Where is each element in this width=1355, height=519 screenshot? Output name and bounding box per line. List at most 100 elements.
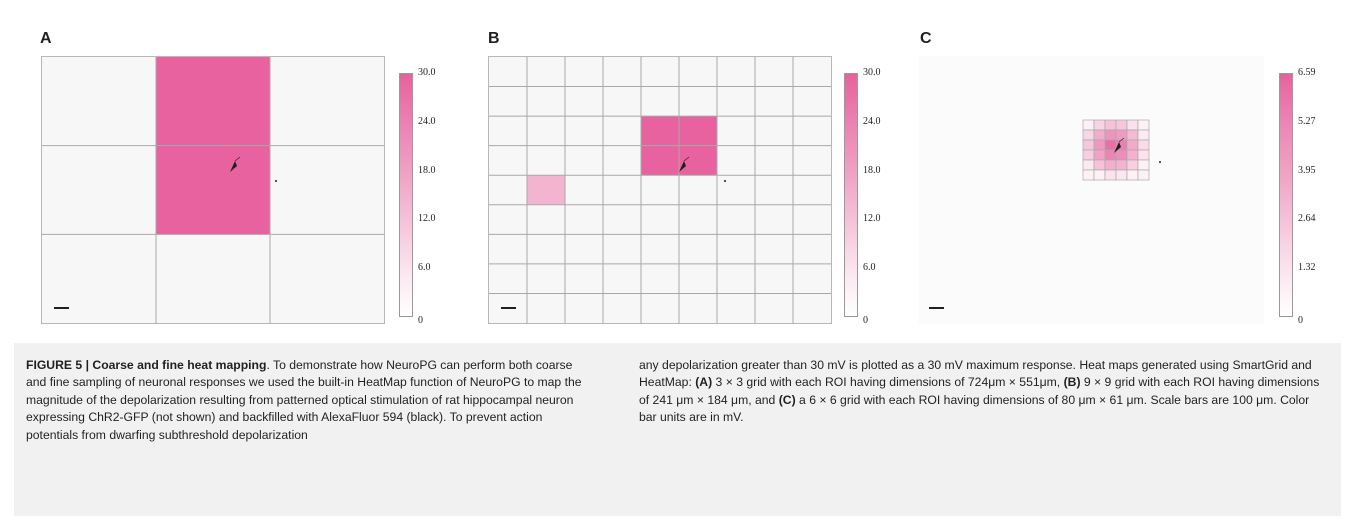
neuron-fragment (275, 180, 277, 182)
heat-cell (1093, 129, 1106, 141)
caption-text-a: 3 × 3 grid with each ROI having dimensio… (712, 375, 1064, 390)
panel-c-heatmap (919, 56, 1264, 324)
panel-b-letter: B (488, 30, 500, 47)
neuron-icon (679, 156, 726, 182)
colorbar-tick-label: 1.32 (1298, 262, 1316, 274)
neuron-soma (230, 161, 237, 172)
heat-cell (1104, 119, 1117, 131)
heat-cell (1137, 139, 1150, 151)
panel-a-letter: A (40, 30, 52, 47)
colorbar-tick-label: 30.0 (863, 67, 881, 78)
panel-b-colorbar (844, 73, 858, 317)
heat-cell (1126, 169, 1139, 181)
heat-cell (1093, 119, 1106, 131)
neuron-dendrite (683, 156, 690, 162)
heat-cell (1093, 139, 1106, 151)
panel-b-scale-bar (501, 307, 516, 309)
neuron-dendrite (234, 156, 241, 162)
caption-text-b: 9 × 9 grid with each ROI having dimensio… (639, 375, 1320, 407)
heat-cell (1137, 159, 1150, 171)
heat-cell (1126, 139, 1139, 151)
figure: A 30.0 24.0 18.0 12.0 6.0 0 B 30.0 24.0 18.0 12.… (14, 16, 1341, 516)
heat-cell (1082, 149, 1095, 161)
colorbar-tick-label: 18.0 (863, 164, 881, 176)
heat-cell (1137, 149, 1150, 161)
heat-cell (1137, 169, 1150, 181)
heat-cell (1082, 139, 1095, 151)
heat-cell (1115, 169, 1128, 181)
colorbar-tick-label: 12.0 (418, 213, 436, 225)
heat-cell (1115, 129, 1128, 141)
colorbar-tick-label: 5.27 (1298, 115, 1316, 127)
heat-cell (156, 57, 270, 146)
caption-label-b: (B) (1063, 375, 1081, 390)
colorbar-tick-label: 2.64 (1298, 213, 1316, 225)
colorbar-tick-label: 0 (1298, 315, 1303, 326)
heat-cell (1126, 159, 1139, 171)
panel-c-scale-bar (929, 307, 944, 309)
caption-text-c: a 6 × 6 grid with each ROI having dimens… (639, 392, 1310, 425)
neuron-dendrite (1118, 137, 1125, 143)
caption-right-column: any depolarization greater than 30 mV is… (639, 357, 1329, 427)
neuron-icon (230, 156, 277, 182)
caption-left-text: . To demonstrate how NeuroPG can perform… (26, 358, 582, 442)
colorbar-tick-label: 6.0 (418, 262, 431, 274)
panel-b-heatmap (488, 56, 832, 324)
colorbar-tick-label: 6.0 (863, 262, 876, 274)
heat-cell (1082, 159, 1095, 171)
panel-a-grid (42, 57, 384, 323)
neuron-soma (679, 161, 686, 172)
colorbar-tick-label: 24.0 (418, 115, 436, 127)
heat-cell (1126, 149, 1139, 161)
figure-caption: FIGURE 5 | Coarse and fine heat mapping.… (14, 353, 1341, 516)
heat-cell (1104, 159, 1117, 171)
heat-cell (1137, 129, 1150, 141)
neuron-soma (1114, 142, 1121, 153)
panel-c-grid (1082, 119, 1161, 181)
caption-left-column: FIGURE 5 | Coarse and fine heat mapping.… (26, 357, 591, 444)
heat-cell (1082, 169, 1095, 181)
heat-cell (1126, 129, 1139, 141)
neuron-fragment (724, 180, 726, 182)
heat-cell (1115, 149, 1128, 161)
colorbar-tick-label: 24.0 (863, 115, 881, 127)
heat-cell (1104, 169, 1117, 181)
panel-c-colorbar (1279, 73, 1293, 317)
colorbar-tick-label: 3.95 (1298, 164, 1316, 176)
caption-right-text: any depolarization greater than 30 mV is… (639, 358, 1312, 390)
panel-a-heatmap (41, 56, 385, 324)
heat-cell (1137, 119, 1150, 131)
neuron-fragment (1159, 161, 1161, 163)
heat-cell (1093, 159, 1106, 171)
colorbar-tick-label: 30.0 (418, 67, 436, 78)
colorbar-tick-label: 12.0 (863, 213, 881, 225)
heat-cell (1104, 139, 1117, 151)
panel-c-letter: C (920, 30, 932, 47)
heat-cell (1104, 149, 1117, 161)
caption-title: FIGURE 5 | Coarse and fine heat mapping (26, 358, 267, 372)
heat-cell (1093, 169, 1106, 181)
caption-label-a: (A) (695, 375, 713, 390)
heat-cell (679, 116, 717, 146)
colorbar-tick-label: 0 (418, 315, 423, 326)
heat-cell (1104, 129, 1117, 141)
heat-cell (679, 145, 717, 176)
colorbar-tick-label: 0 (863, 315, 868, 326)
figure-panels: A 30.0 24.0 18.0 12.0 6.0 0 B 30.0 24.0 18.0 12.… (14, 16, 1341, 343)
heat-cell (641, 145, 679, 176)
heat-cell (1082, 129, 1095, 141)
neuron-icon (1114, 137, 1161, 163)
heat-cell (1115, 119, 1128, 131)
heat-cell (527, 175, 565, 205)
panel-a-scale-bar (54, 307, 69, 309)
colorbar-tick-label: 18.0 (418, 164, 436, 176)
heat-cell (1093, 149, 1106, 161)
caption-label-c: (C) (778, 392, 796, 407)
heat-cell (1126, 119, 1139, 131)
heat-cell (1115, 159, 1128, 171)
heat-cell (1082, 119, 1095, 131)
colorbar-tick-label: 6.59 (1298, 67, 1316, 78)
panel-a-colorbar (399, 73, 413, 317)
panel-b-grid (489, 57, 831, 323)
heat-cell (156, 145, 270, 235)
